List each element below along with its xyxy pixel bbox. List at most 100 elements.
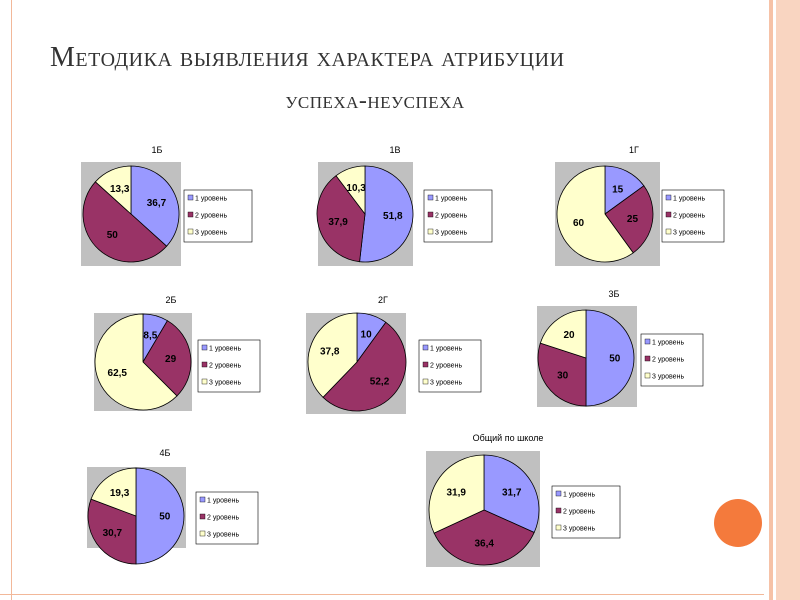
- data-label: 36,7: [147, 198, 167, 209]
- legend-label: 1 уровень: [673, 196, 705, 203]
- legend-label: 3 уровень: [207, 532, 239, 539]
- orange-circle-decoration: [714, 499, 762, 547]
- legend-label: 2 уровень: [563, 509, 595, 516]
- pie-slice: [87, 498, 137, 565]
- pie-slice: [585, 309, 635, 407]
- chart-title: 1Г: [629, 145, 639, 155]
- chart-title: 3Б: [609, 289, 620, 299]
- legend-box: [423, 189, 493, 243]
- data-label: 31,7: [502, 488, 522, 499]
- right-decorative-stripes: [764, 0, 800, 600]
- pie-slice: [316, 175, 366, 263]
- legend-swatch: [644, 355, 651, 362]
- data-label: 10: [361, 330, 373, 341]
- data-label: 50: [609, 354, 621, 365]
- data-label: 29: [165, 354, 177, 365]
- pie-slice: [94, 313, 178, 411]
- legend-swatch: [187, 194, 194, 201]
- legend-swatch: [555, 490, 562, 497]
- legend-label: 3 уровень: [195, 230, 227, 237]
- legend-swatch: [665, 228, 672, 235]
- pie-slice: [604, 185, 654, 254]
- legend-label: 2 уровень: [207, 515, 239, 522]
- chart-title: 2Г: [378, 295, 388, 305]
- legend-label: 3 уровень: [652, 374, 684, 381]
- legend-label: 3 уровень: [430, 380, 462, 387]
- pie-slice: [539, 309, 587, 359]
- data-label: 50: [159, 512, 171, 523]
- legend-swatch: [427, 228, 434, 235]
- legend-label: 2 уровень: [430, 363, 462, 370]
- pie-slice: [335, 165, 366, 216]
- pie-slice: [359, 165, 414, 263]
- legend-swatch: [201, 378, 208, 385]
- data-label: 62,5: [108, 368, 128, 379]
- legend-label: 3 уровень: [435, 230, 467, 237]
- pie-slice: [135, 467, 185, 565]
- legend-label: 2 уровень: [673, 213, 705, 220]
- legend-label: 1 уровень: [435, 196, 467, 203]
- data-label: 36,4: [474, 538, 494, 549]
- pie-slice: [322, 321, 407, 412]
- left-border-line: [11, 0, 12, 600]
- legend-label: 1 уровень: [207, 498, 239, 505]
- legend-swatch: [422, 344, 429, 351]
- legend-label: 2 уровень: [195, 213, 227, 220]
- legend-swatch: [201, 344, 208, 351]
- legend-swatch: [199, 513, 206, 520]
- legend-label: 3 уровень: [673, 230, 705, 237]
- data-label: 13,3: [110, 184, 130, 195]
- slide-title-line1: Методика выявления характера атрибуции: [50, 42, 565, 73]
- legend-swatch: [201, 361, 208, 368]
- data-label: 30: [557, 370, 569, 381]
- data-label: 60: [573, 218, 585, 229]
- legend-swatch: [187, 228, 194, 235]
- pie-slice: [130, 165, 180, 247]
- pie-slice: [483, 454, 540, 534]
- data-label: 52,2: [370, 376, 390, 387]
- bottom-border-line: [0, 594, 764, 595]
- legend-swatch: [665, 211, 672, 218]
- legend-label: 1 уровень: [430, 346, 462, 353]
- legend-swatch: [427, 194, 434, 201]
- legend-box: [418, 339, 482, 393]
- data-label: 20: [564, 330, 576, 341]
- legend-label: 1 уровень: [563, 492, 595, 499]
- legend-label: 1 уровень: [195, 196, 227, 203]
- legend-swatch: [187, 211, 194, 218]
- pie-slice: [142, 320, 192, 397]
- legend-swatch: [427, 211, 434, 218]
- data-label: 15: [612, 185, 624, 196]
- data-label: 8,5: [143, 331, 157, 342]
- legend-swatch: [199, 530, 206, 537]
- chart-title: 1Б: [152, 145, 163, 155]
- legend-swatch: [422, 378, 429, 385]
- chart-title: 2Б: [166, 295, 177, 305]
- legend-swatch: [644, 338, 651, 345]
- legend-label: 3 уровень: [563, 526, 595, 533]
- legend-swatch: [555, 507, 562, 514]
- pie-slice: [82, 181, 168, 263]
- legend-box: [661, 189, 725, 243]
- legend-label: 1 уровень: [652, 340, 684, 347]
- data-label: 19,3: [110, 488, 130, 499]
- data-label: 50: [107, 230, 119, 241]
- pie-slice: [428, 454, 485, 534]
- legend-swatch: [644, 372, 651, 379]
- pie-slice: [537, 342, 587, 407]
- legend-swatch: [422, 361, 429, 368]
- chart-title: 4Б: [160, 448, 171, 458]
- pie-slice: [556, 165, 634, 263]
- legend-label: 2 уровень: [435, 213, 467, 220]
- legend-swatch: [199, 496, 206, 503]
- pie-slice: [90, 467, 137, 517]
- legend-box: [197, 339, 261, 393]
- data-label: 51,8: [383, 211, 403, 222]
- legend-box: [551, 485, 621, 539]
- chart-title: 1В: [389, 145, 400, 155]
- data-label: 25: [627, 214, 639, 225]
- pie-slice: [307, 312, 358, 398]
- pie-slice: [433, 509, 535, 566]
- slide-title: Методика выявления характера атрибуции у…: [50, 42, 700, 115]
